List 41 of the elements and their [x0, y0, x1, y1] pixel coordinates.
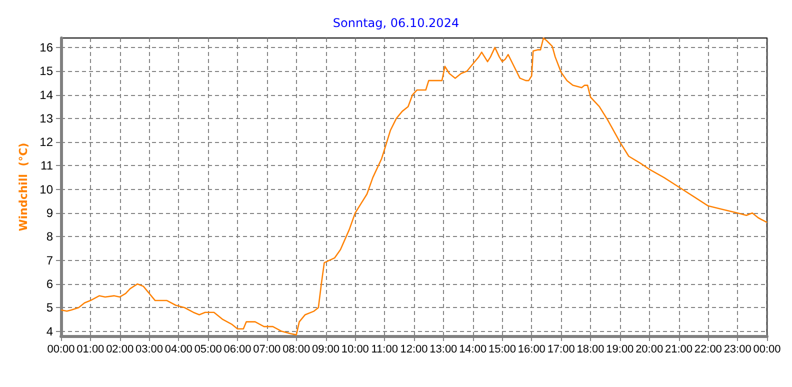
y-tick-label: 10 — [40, 182, 54, 196]
x-tick-label: 11:00 — [371, 344, 398, 356]
x-tick-label: 19:00 — [606, 344, 634, 356]
x-tick-label: 17:00 — [547, 344, 575, 356]
y-tick-label: 7 — [46, 253, 54, 268]
x-tick-label: 00:00 — [47, 344, 75, 356]
x-tick-label: 20:00 — [636, 344, 664, 356]
x-tick-label: 12:00 — [400, 344, 428, 356]
x-tick-label: 03:00 — [135, 344, 164, 356]
y-tick-label: 11 — [40, 158, 54, 173]
x-tick-label: 10:00 — [341, 344, 369, 356]
x-tick-label: 18:00 — [576, 344, 604, 356]
x-tick-label: 09:00 — [312, 344, 340, 356]
y-tick-label: 9 — [46, 206, 54, 220]
x-tick-label: 01:00 — [76, 344, 104, 356]
x-tick-label: 14:00 — [459, 344, 487, 356]
x-tick-label: 05:00 — [194, 344, 222, 356]
x-tick-label: 22:00 — [694, 344, 722, 356]
x-tick-label: 21:00 — [664, 344, 693, 356]
y-tick-label: 8 — [46, 230, 54, 244]
line-series — [60, 37, 768, 336]
y-tick-label: 13 — [40, 111, 54, 126]
y-tick-label: 14 — [40, 88, 54, 102]
x-tick-label: 08:00 — [282, 344, 310, 356]
chart-title: Sonntag, 06.10.2024 — [332, 16, 460, 30]
y-tick-label: 16 — [40, 40, 54, 54]
y-tick-label: 12 — [40, 135, 54, 150]
x-tick-label: 13:00 — [430, 344, 458, 356]
x-tick-label: 16:00 — [518, 344, 546, 356]
y-tick-label: 6 — [46, 276, 54, 291]
y-tick-label: 4 — [46, 324, 54, 338]
x-tick-label: 23:00 — [724, 344, 752, 356]
x-tick-label: 04:00 — [164, 344, 192, 356]
y-axis-title: Windchill (°C) — [16, 142, 30, 232]
y-tick-label: 5 — [46, 300, 54, 315]
x-tick-label: 06:00 — [224, 344, 252, 356]
x-tick-label: 02:00 — [106, 344, 134, 356]
x-tick-label: 15:00 — [488, 344, 516, 356]
y-tick-label: 15 — [40, 64, 54, 78]
x-tick-label: 00:00 — [753, 344, 781, 356]
x-tick-label: 07:00 — [253, 344, 281, 356]
